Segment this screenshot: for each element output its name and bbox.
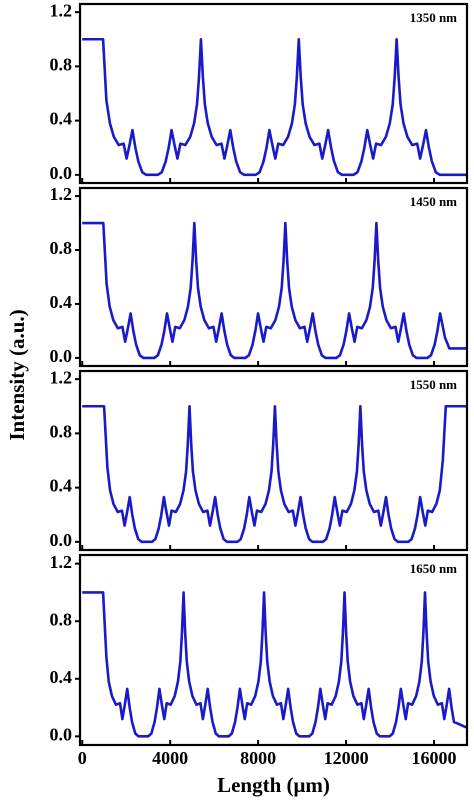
plot-frame [78,186,469,368]
series-line [82,221,467,360]
y-tick-label: 0.4 [50,476,73,496]
series-line [82,591,468,738]
series-line [82,37,467,177]
x-tick-label: 12000 [324,748,369,768]
y-tick-label: 0.4 [50,292,73,312]
y-tick-label: 0.0 [50,724,73,744]
x-tick-label: 4000 [152,748,188,768]
plot-frame [78,369,469,552]
y-tick-label: 0.8 [50,55,73,75]
y-tick-label: 0.8 [50,422,73,442]
y-tick-label: 0.8 [50,609,73,629]
x-axis-label: Length (μm) [217,773,330,797]
y-axis-label: Intensity (a.u.) [5,309,29,440]
annotation: 1650 nm [410,561,457,576]
plot-frame [78,2,469,185]
y-tick-label: 1.2 [50,184,73,204]
y-tick-label: 1.2 [50,552,73,572]
y-tick-label: 0.4 [50,109,73,129]
y-tick-label: 0.0 [50,163,73,183]
annotation: 1450 nm [410,194,457,209]
y-tick-label: 0.4 [50,667,73,687]
x-tick-label: 8000 [240,748,276,768]
x-tick-label: 16000 [412,748,457,768]
annotation: 1550 nm [410,377,457,392]
plot-frame [78,553,469,747]
y-tick-label: 1.2 [50,367,73,387]
y-tick-label: 0.8 [50,238,73,258]
annotation: 1350 nm [410,10,457,25]
x-tick-label: 0 [78,748,87,768]
series-line [82,404,467,544]
y-tick-label: 0.0 [50,346,73,366]
y-tick-label: 1.2 [50,0,73,20]
y-tick-label: 0.0 [50,530,73,550]
